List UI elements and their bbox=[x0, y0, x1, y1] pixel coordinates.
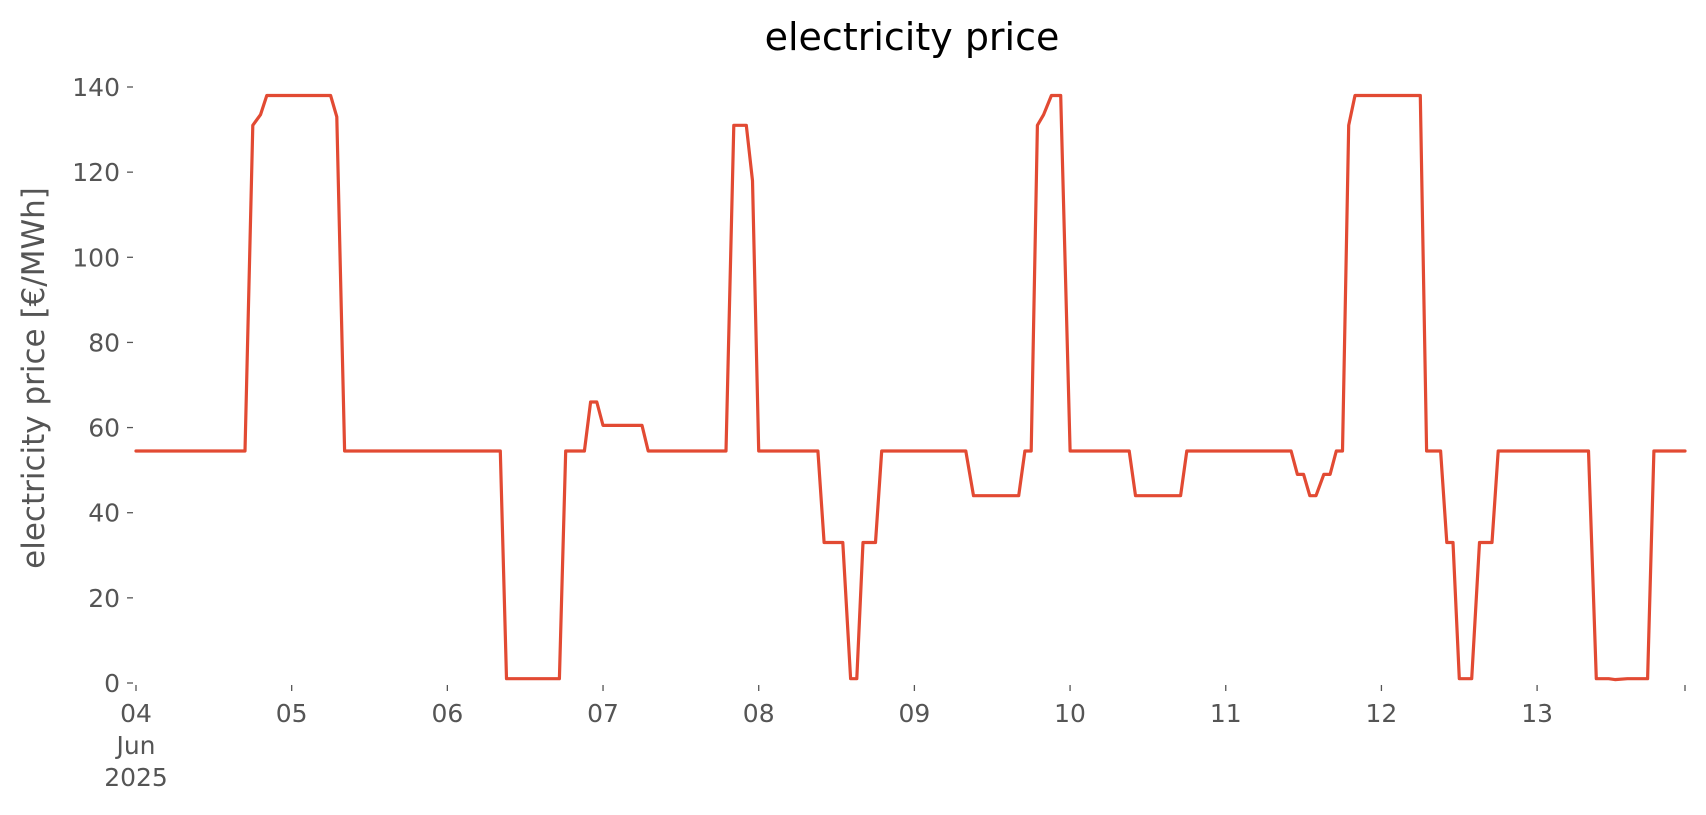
x-axis: 04 Jun 2025 05 06 07 08 09 10 11 12 13 bbox=[104, 685, 1686, 792]
x-tick-label: 09 bbox=[898, 699, 930, 728]
x-tick-label: 12 bbox=[1366, 699, 1398, 728]
y-tick-label: 60 bbox=[88, 414, 120, 443]
y-tick-label: 140 bbox=[72, 73, 120, 102]
x-tick-label: 07 bbox=[587, 699, 619, 728]
x-tick-label: 2025 bbox=[104, 763, 168, 792]
chart-title: electricity price bbox=[765, 15, 1060, 59]
x-tick-label: 04 bbox=[120, 699, 152, 728]
electricity-price-line bbox=[134, 93, 1687, 682]
x-tick-label: 11 bbox=[1210, 699, 1242, 728]
y-tick-label: 0 bbox=[104, 669, 120, 698]
y-tick-label: 100 bbox=[72, 243, 120, 272]
x-tick-label: 10 bbox=[1054, 699, 1086, 728]
x-tick-label: 13 bbox=[1521, 699, 1553, 728]
plot-area bbox=[134, 93, 1687, 682]
y-axis: 0 20 40 60 80 100 120 140 bbox=[72, 73, 133, 698]
y-tick-label: 120 bbox=[72, 158, 120, 187]
y-tick-label: 80 bbox=[88, 328, 120, 357]
y-tick-label: 40 bbox=[88, 499, 120, 528]
y-axis-label: electricity price [€/MWh] bbox=[16, 187, 52, 569]
x-tick-label: 08 bbox=[743, 699, 775, 728]
x-tick-label: 05 bbox=[276, 699, 308, 728]
x-tick-label: Jun bbox=[114, 731, 155, 760]
x-tick-label: 06 bbox=[431, 699, 463, 728]
y-tick-label: 20 bbox=[88, 584, 120, 613]
